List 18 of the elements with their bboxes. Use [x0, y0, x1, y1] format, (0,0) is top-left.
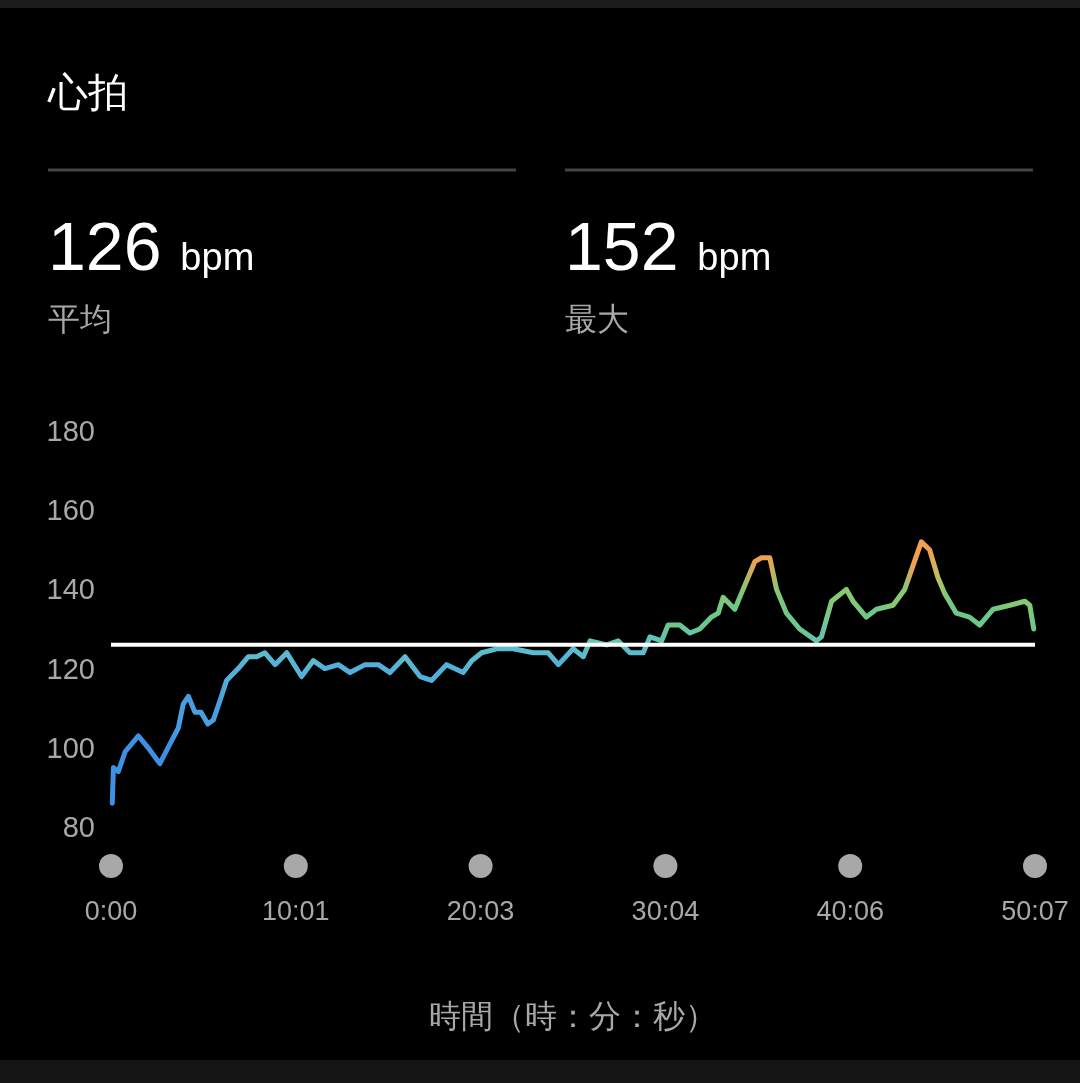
x-tick-label: 20:03	[446, 896, 515, 926]
x-axis-title: 時間（時：分：秒）	[429, 998, 717, 1034]
annotation: 最大	[565, 301, 629, 337]
annotation: 152 bpm	[565, 208, 772, 284]
title: 心拍	[48, 70, 128, 114]
y-tick-label: 180	[46, 415, 95, 447]
x-tick-label: 30:04	[631, 896, 700, 926]
y-tick-label: 100	[46, 731, 95, 764]
y-tick-label: 140	[46, 573, 95, 606]
y-tick-label: 80	[62, 811, 95, 843]
annotation: 126 bpm	[48, 208, 255, 284]
y-tick-label: 160	[46, 494, 95, 527]
x-tick-label: 50:07	[1001, 896, 1069, 926]
x-tick-label: 40:06	[816, 896, 884, 926]
x-tick-label: 0:00	[84, 896, 138, 926]
x-tick-label: 10:01	[262, 896, 330, 926]
annotation: 平均	[48, 301, 112, 337]
y-tick-label: 120	[46, 652, 95, 685]
